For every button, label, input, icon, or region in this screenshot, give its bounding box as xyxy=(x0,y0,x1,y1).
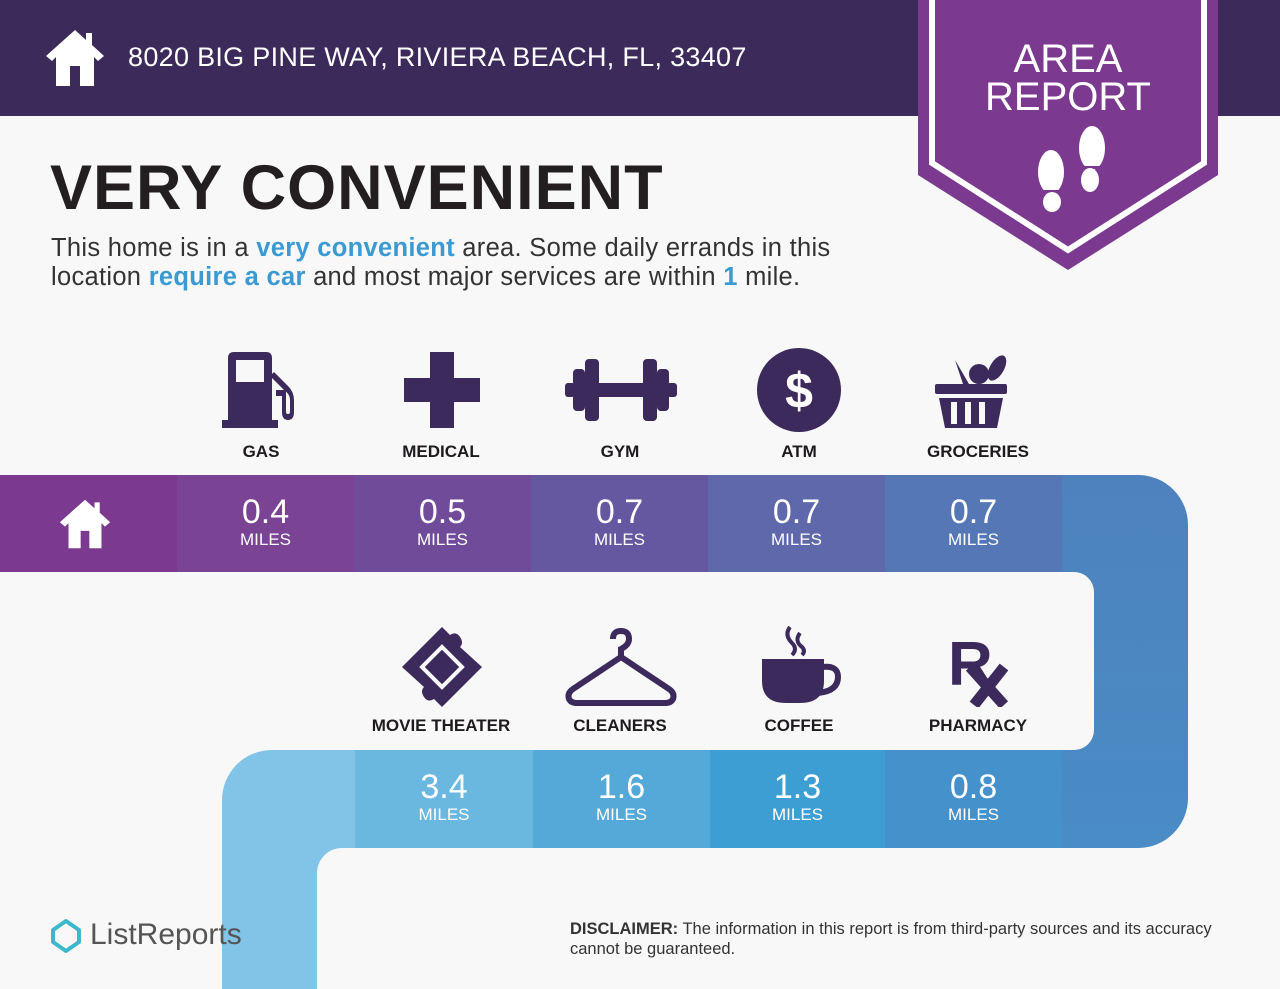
desc-text: and most major services are within xyxy=(305,263,724,291)
distance-value: 0.5 xyxy=(418,493,467,531)
label-gas: GAS xyxy=(242,442,280,461)
svg-text:$: $ xyxy=(785,363,813,419)
distance-unit: MILES xyxy=(947,805,1000,824)
ticket-icon xyxy=(402,627,482,707)
label-movie-theater: MOVIE THEATER xyxy=(371,716,511,735)
label-groceries: GROCERIES xyxy=(926,442,1030,461)
rx-icon: R xyxy=(948,630,1008,707)
desc-highlight: require a car xyxy=(148,263,306,291)
disclaimer: DISCLAIMER: The information in this repo… xyxy=(570,919,1250,959)
distance-unit: MILES xyxy=(770,530,823,549)
distance-gas: 0.4 MILES xyxy=(177,475,354,572)
badge-line-1: AREA xyxy=(1013,37,1123,81)
label-medical: MEDICAL xyxy=(402,442,480,461)
distance-cleaners: 1.6 MILES xyxy=(533,750,710,848)
description: This home is in a very convenient area. … xyxy=(51,234,911,292)
dumbbell-icon xyxy=(565,359,677,421)
distance-unit: MILES xyxy=(595,805,648,824)
distance-gym: 0.7 MILES xyxy=(531,475,708,572)
gas-pump-icon xyxy=(222,352,294,428)
label-cleaners: CLEANERS xyxy=(573,716,667,735)
area-report-badge xyxy=(918,0,1218,270)
distance-value: 1.6 xyxy=(597,768,646,806)
desc-highlight: very convenient xyxy=(256,234,455,262)
footprints-icon xyxy=(1038,126,1105,212)
distance-value: 0.8 xyxy=(949,768,998,806)
distance-unit: MILES xyxy=(416,530,469,549)
distance-value: 0.7 xyxy=(772,493,821,531)
distance-unit: MILES xyxy=(239,530,292,549)
desc-text: area. Some daily errands in this locatio… xyxy=(51,234,831,291)
medical-cross-icon xyxy=(404,352,480,428)
hanger-icon xyxy=(565,627,677,706)
distance-movie-theater: 3.4 MILES xyxy=(355,750,533,848)
distance-value: 3.4 xyxy=(420,768,468,806)
distance-groceries: 0.7 MILES xyxy=(885,475,1062,572)
distance-unit: MILES xyxy=(418,805,470,824)
label-pharmacy: PHARMACY xyxy=(928,716,1028,735)
disclaimer-text: The information in this report is from t… xyxy=(570,920,1212,958)
label-coffee: COFFEE xyxy=(764,716,834,735)
desc-text: mile. xyxy=(737,263,801,291)
distance-value: 0.7 xyxy=(595,493,644,531)
badge-title: AREA REPORT xyxy=(918,37,1218,119)
listreports-logo-icon xyxy=(51,919,81,953)
distance-pharmacy: 0.8 MILES xyxy=(885,750,1062,848)
coffee-cup-icon xyxy=(762,625,842,703)
property-address: 8020 BIG PINE WAY, RIVIERA BEACH, FL, 33… xyxy=(128,42,747,72)
house-icon xyxy=(46,30,104,86)
label-atm: ATM xyxy=(781,442,817,461)
distance-unit: MILES xyxy=(771,805,824,824)
home-marker-icon xyxy=(59,499,111,549)
page-title: VERY CONVENIENT xyxy=(50,153,664,223)
distance-value: 0.7 xyxy=(949,493,998,531)
badge-line-2: REPORT xyxy=(985,75,1151,119)
disclaimer-label: DISCLAIMER: xyxy=(570,920,679,938)
desc-highlight: 1 xyxy=(723,263,738,291)
dollar-icon: $ xyxy=(757,348,841,432)
distance-atm: 0.7 MILES xyxy=(708,475,885,572)
desc-text: This home is in a xyxy=(51,234,257,262)
label-gym: GYM xyxy=(600,442,640,461)
distance-unit: MILES xyxy=(593,530,646,549)
distance-medical: 0.5 MILES xyxy=(354,475,531,572)
distance-value: 1.3 xyxy=(773,768,822,806)
grocery-basket-icon xyxy=(935,355,1007,428)
distance-coffee: 1.3 MILES xyxy=(710,750,885,848)
distance-unit: MILES xyxy=(947,530,1000,549)
distance-value: 0.4 xyxy=(241,493,290,531)
listreports-logo: ListReports xyxy=(90,918,242,951)
